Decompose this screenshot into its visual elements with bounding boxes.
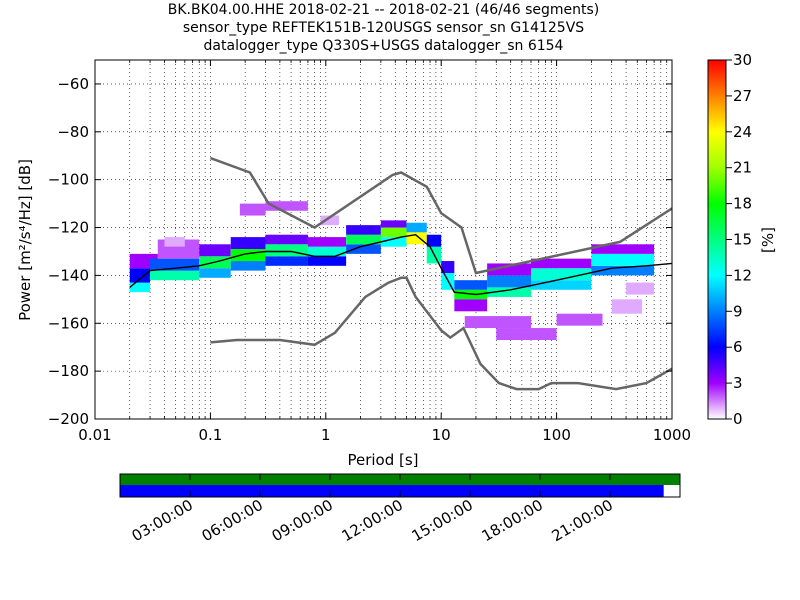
time-tick-label: 12:00:00 xyxy=(339,496,406,545)
pdf-cell xyxy=(239,203,266,216)
chart-title-line-1: BK.BK04.00.HHE 2018-02-21 -- 2018-02-21 … xyxy=(167,2,600,18)
y-tick-label: −200 xyxy=(48,410,89,428)
processed-coverage-bar xyxy=(120,485,664,497)
chart-title-line-2: sensor_type REFTEK151B-120USGS sensor_sn… xyxy=(182,20,585,36)
time-tick-label: 18:00:00 xyxy=(479,496,546,545)
pdf-cell xyxy=(530,280,592,290)
y-tick-label: −80 xyxy=(57,123,89,141)
colorbar-tick-label: 9 xyxy=(733,302,743,320)
pdf-cell xyxy=(591,265,655,276)
y-tick-label: −180 xyxy=(48,362,89,380)
pdf-cell xyxy=(265,234,308,245)
pdf-cell xyxy=(164,237,185,247)
pdf-heatmap xyxy=(129,201,655,341)
y-axis: −60 −80 −100 −120 −140 −160 −180 −200 xyxy=(48,75,672,428)
colorbar-tick-label: 27 xyxy=(733,87,752,105)
pdf-cell xyxy=(380,227,407,238)
low-noise-model-line xyxy=(210,276,672,391)
colorbar-tick-label: 21 xyxy=(733,159,752,177)
pdf-cell xyxy=(265,244,308,257)
pdf-cell xyxy=(320,215,339,226)
y-tick-label: −160 xyxy=(48,314,89,332)
colorbar xyxy=(707,59,727,420)
pdf-cell xyxy=(626,282,655,295)
colorbar-tick-label: 0 xyxy=(733,410,743,428)
x-axis-label: Period [s] xyxy=(347,451,418,469)
pdf-cell xyxy=(556,313,603,326)
pdf-cell xyxy=(496,328,557,341)
pdf-cell xyxy=(454,299,488,312)
colorbar-tick-label: 30 xyxy=(733,51,752,69)
pdf-cell xyxy=(307,256,347,266)
x-tick-label: 1 xyxy=(321,426,331,444)
y-tick-label: −140 xyxy=(48,266,89,284)
plot-frame xyxy=(94,59,673,420)
mode-line xyxy=(129,233,672,296)
pdf-cell xyxy=(487,263,531,276)
time-tick-label: 21:00:00 xyxy=(549,496,616,545)
pdf-cell xyxy=(380,220,407,228)
pdf-cell xyxy=(487,287,531,297)
y-tick-label: −60 xyxy=(57,75,89,93)
time-tick-label: 09:00:00 xyxy=(269,496,336,545)
chart-title-line-3: datalogger_type Q330S+USGS datalogger_sn… xyxy=(203,38,564,54)
pdf-cell xyxy=(380,237,407,247)
colorbar-tick-label: 3 xyxy=(733,374,743,392)
pdf-cell xyxy=(346,234,381,245)
pdf-cell xyxy=(199,244,231,257)
pdf-cell xyxy=(199,268,231,278)
x-tick-label: 0.1 xyxy=(198,426,222,444)
pdf-cell xyxy=(530,258,592,269)
x-tick-label: 1000 xyxy=(653,426,691,444)
x-tick-label: 0.01 xyxy=(78,426,111,444)
pdf-cell xyxy=(441,261,455,274)
pdf-cell xyxy=(230,237,266,250)
pdf-cell xyxy=(487,275,531,288)
colorbar-tick-label: 18 xyxy=(733,195,752,213)
pdf-cell xyxy=(265,201,308,211)
pdf-cell xyxy=(591,244,655,254)
x-tick-label: 100 xyxy=(542,426,571,444)
x-tick-label: 10 xyxy=(432,426,451,444)
colorbar-tick-label: 12 xyxy=(733,266,752,284)
y-tick-label: −100 xyxy=(48,171,89,189)
colorbar-tick-label: 6 xyxy=(733,338,743,356)
pdf-cell xyxy=(230,261,266,271)
pdf-cell xyxy=(406,222,427,233)
pdf-cell xyxy=(611,299,643,314)
pdf-cell xyxy=(150,270,200,281)
high-noise-model-line xyxy=(209,156,672,275)
pdf-cell xyxy=(530,268,592,281)
pdf-cell xyxy=(150,258,200,271)
pdf-cell xyxy=(346,244,381,254)
pdf-cell xyxy=(454,280,488,290)
pdf-cell xyxy=(230,249,266,262)
time-tick-label: 03:00:00 xyxy=(129,496,196,545)
pdf-cell xyxy=(265,256,308,266)
pdf-cell xyxy=(129,282,151,293)
y-tick-label: −120 xyxy=(48,219,89,237)
pdf-cell xyxy=(129,268,151,283)
pdf-cell xyxy=(406,232,427,245)
time-tick-label: 15:00:00 xyxy=(409,496,476,545)
y-axis-label: Power [m²/s⁴/Hz] [dB] xyxy=(16,159,34,321)
x-axis: 0.01 0.1 1 10 100 1000 xyxy=(78,60,691,444)
pdf-cell xyxy=(346,225,381,235)
colorbar-tick-label: 15 xyxy=(733,231,752,249)
pdf-cell xyxy=(426,234,442,247)
pdf-cell xyxy=(307,246,347,257)
colorbar-tick-label: 24 xyxy=(733,123,752,141)
pdf-cell xyxy=(464,316,531,329)
colorbar-axis: 0 3 6 9 12 15 18 21 24 27 30 xyxy=(726,51,752,428)
pdf-cell xyxy=(307,237,347,247)
colorbar-label: [%] xyxy=(759,227,777,253)
pdf-cell xyxy=(591,253,655,266)
time-tick-label: 06:00:00 xyxy=(199,496,266,545)
